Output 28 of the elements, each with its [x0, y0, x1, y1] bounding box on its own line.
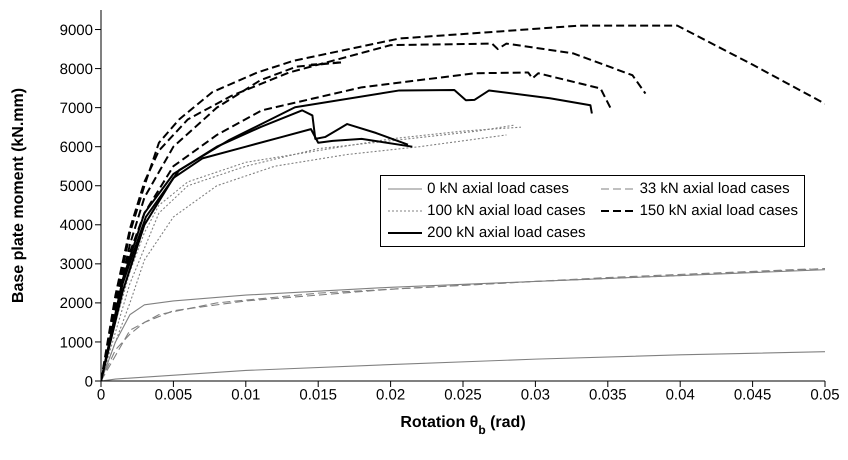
x-tick-label: 0 [96, 386, 106, 404]
y-tick-label: 7000 [60, 100, 93, 117]
legend-label: 100 kN axial load cases [427, 201, 586, 221]
y-tick-label: 6000 [60, 139, 93, 156]
x-tick-label: 0.035 [589, 386, 627, 404]
x-axis-title: Rotation θ$_{b}$ (rad) [400, 414, 526, 437]
x-tick-label: 0.04 [666, 386, 695, 404]
x-tick-label: 0.015 [299, 386, 337, 404]
x-tick-label: 0.005 [154, 386, 192, 404]
legend-label: 0 kN axial load cases [427, 179, 569, 199]
y-tick-label: 8000 [60, 60, 93, 78]
y-tick-label: 4000 [60, 217, 93, 234]
y-tick-label: 1000 [60, 334, 93, 352]
y-axis-title: Base plate moment (kN.mm) [10, 88, 27, 304]
y-tick-label: 3000 [60, 256, 93, 274]
x-tick-label: 0.03 [520, 386, 550, 404]
x-tick-label: 0.025 [444, 386, 482, 404]
y-tick-label: 0 [84, 373, 93, 390]
x-tick-label: 0.01 [231, 386, 260, 404]
y-tick-label: 9000 [60, 22, 93, 39]
x-tick-label: 0.05 [810, 386, 840, 404]
x-tick-label: 0.02 [376, 386, 406, 404]
y-tick-label: 5000 [60, 178, 93, 196]
legend-label: 200 kN axial load cases [427, 223, 586, 243]
legend-label: 150 kN axial load cases [640, 201, 798, 221]
x-tick-label: 0.045 [734, 386, 772, 404]
y-tick-label: 2000 [60, 295, 93, 312]
legend-label: 33 kN axial load cases [640, 179, 790, 199]
